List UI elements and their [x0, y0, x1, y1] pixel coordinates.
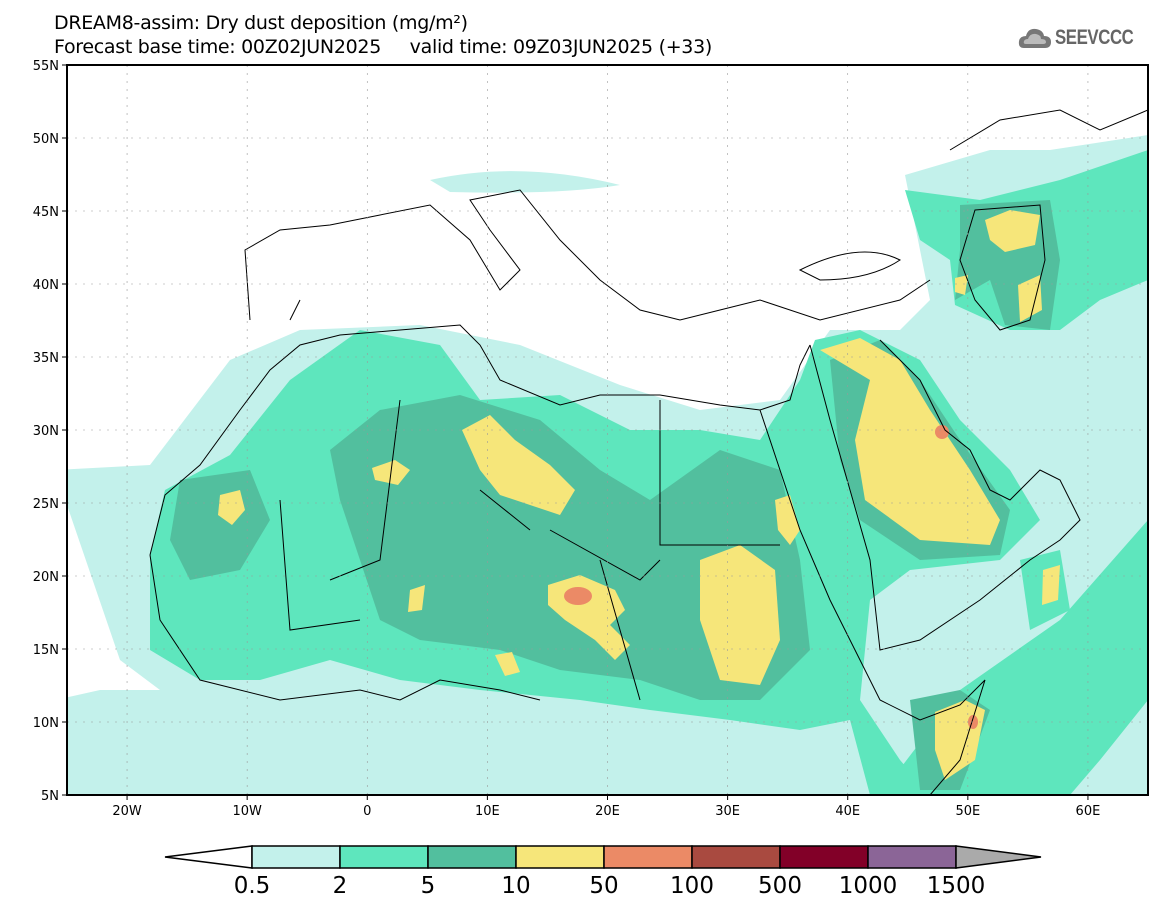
shade-5-10	[170, 470, 270, 580]
lon-tick-label: 0	[363, 804, 371, 819]
lat-axis: 55N 50N 45N 40N 35N 30N 25N 20N 15N 10N 5N	[33, 59, 67, 804]
lon-axis: 20W 10W 0 10E 20E 30E 40E 50E 60E	[112, 795, 1100, 819]
lat-tick-label: 35N	[33, 351, 59, 366]
lat-tick-label: 15N	[33, 643, 59, 658]
colorbar-high-arrow	[955, 845, 1042, 869]
coastlines	[149, 109, 1148, 795]
colorbar-label: 500	[758, 873, 802, 899]
colorbar-segment	[427, 845, 517, 869]
lon-tick-label: 40E	[835, 804, 860, 819]
colorbar-segment	[603, 845, 693, 869]
lat-tick-label: 25N	[33, 497, 59, 512]
lat-tick-label: 45N	[33, 205, 59, 220]
lon-tick-label: 10E	[475, 804, 500, 819]
colorbar-segment	[515, 845, 605, 869]
lat-tick-label: 10N	[33, 716, 59, 731]
dust-shading	[67, 65, 1148, 795]
colorbar-label: 100	[670, 873, 714, 899]
colorbar-low-arrow	[164, 845, 253, 869]
colorbar: 0.5 2 5 10 50 100 500 1000 1500	[164, 845, 1042, 899]
lon-tick-label: 20W	[112, 804, 142, 819]
colorbar-segment	[691, 845, 781, 869]
lat-tick-label: 55N	[33, 59, 59, 74]
lat-tick-label: 30N	[33, 424, 59, 439]
colorbar-label: 1500	[927, 873, 986, 899]
seevccc-logo: SEEVCCC	[1018, 26, 1153, 50]
colorbar-label: 50	[589, 873, 618, 899]
lat-tick-label: 5N	[41, 789, 59, 804]
colorbar-label: 2	[333, 873, 348, 899]
shade-5-10	[330, 395, 810, 700]
colorbar-segment	[867, 845, 957, 869]
lon-tick-label: 60E	[1076, 804, 1101, 819]
forecast-time-subtitle: Forecast base time: 00Z02JUN2025 valid t…	[54, 36, 713, 58]
colorbar-segment	[251, 845, 341, 869]
colorbar-label: 5	[421, 873, 436, 899]
colorbar-label: 1000	[839, 873, 898, 899]
lat-tick-label: 20N	[33, 570, 59, 585]
lon-tick-label: 10W	[232, 804, 262, 819]
lat-tick-label: 50N	[33, 132, 59, 147]
colorbar-label: 0.5	[234, 873, 271, 899]
shade-0.5-2	[430, 171, 620, 193]
lon-tick-label: 50E	[955, 804, 980, 819]
lon-tick-label: 30E	[715, 804, 740, 819]
colorbar-label: 10	[501, 873, 530, 899]
grid-lines	[67, 65, 1148, 795]
lat-tick-label: 40N	[33, 278, 59, 293]
chart-title: DREAM8-assim: Dry dust deposition (mg/m²…	[54, 12, 468, 34]
lon-tick-label: 20E	[595, 804, 620, 819]
colorbar-segment	[339, 845, 429, 869]
colorbar-segment	[779, 845, 869, 869]
cloud-logo-icon	[1018, 28, 1051, 48]
